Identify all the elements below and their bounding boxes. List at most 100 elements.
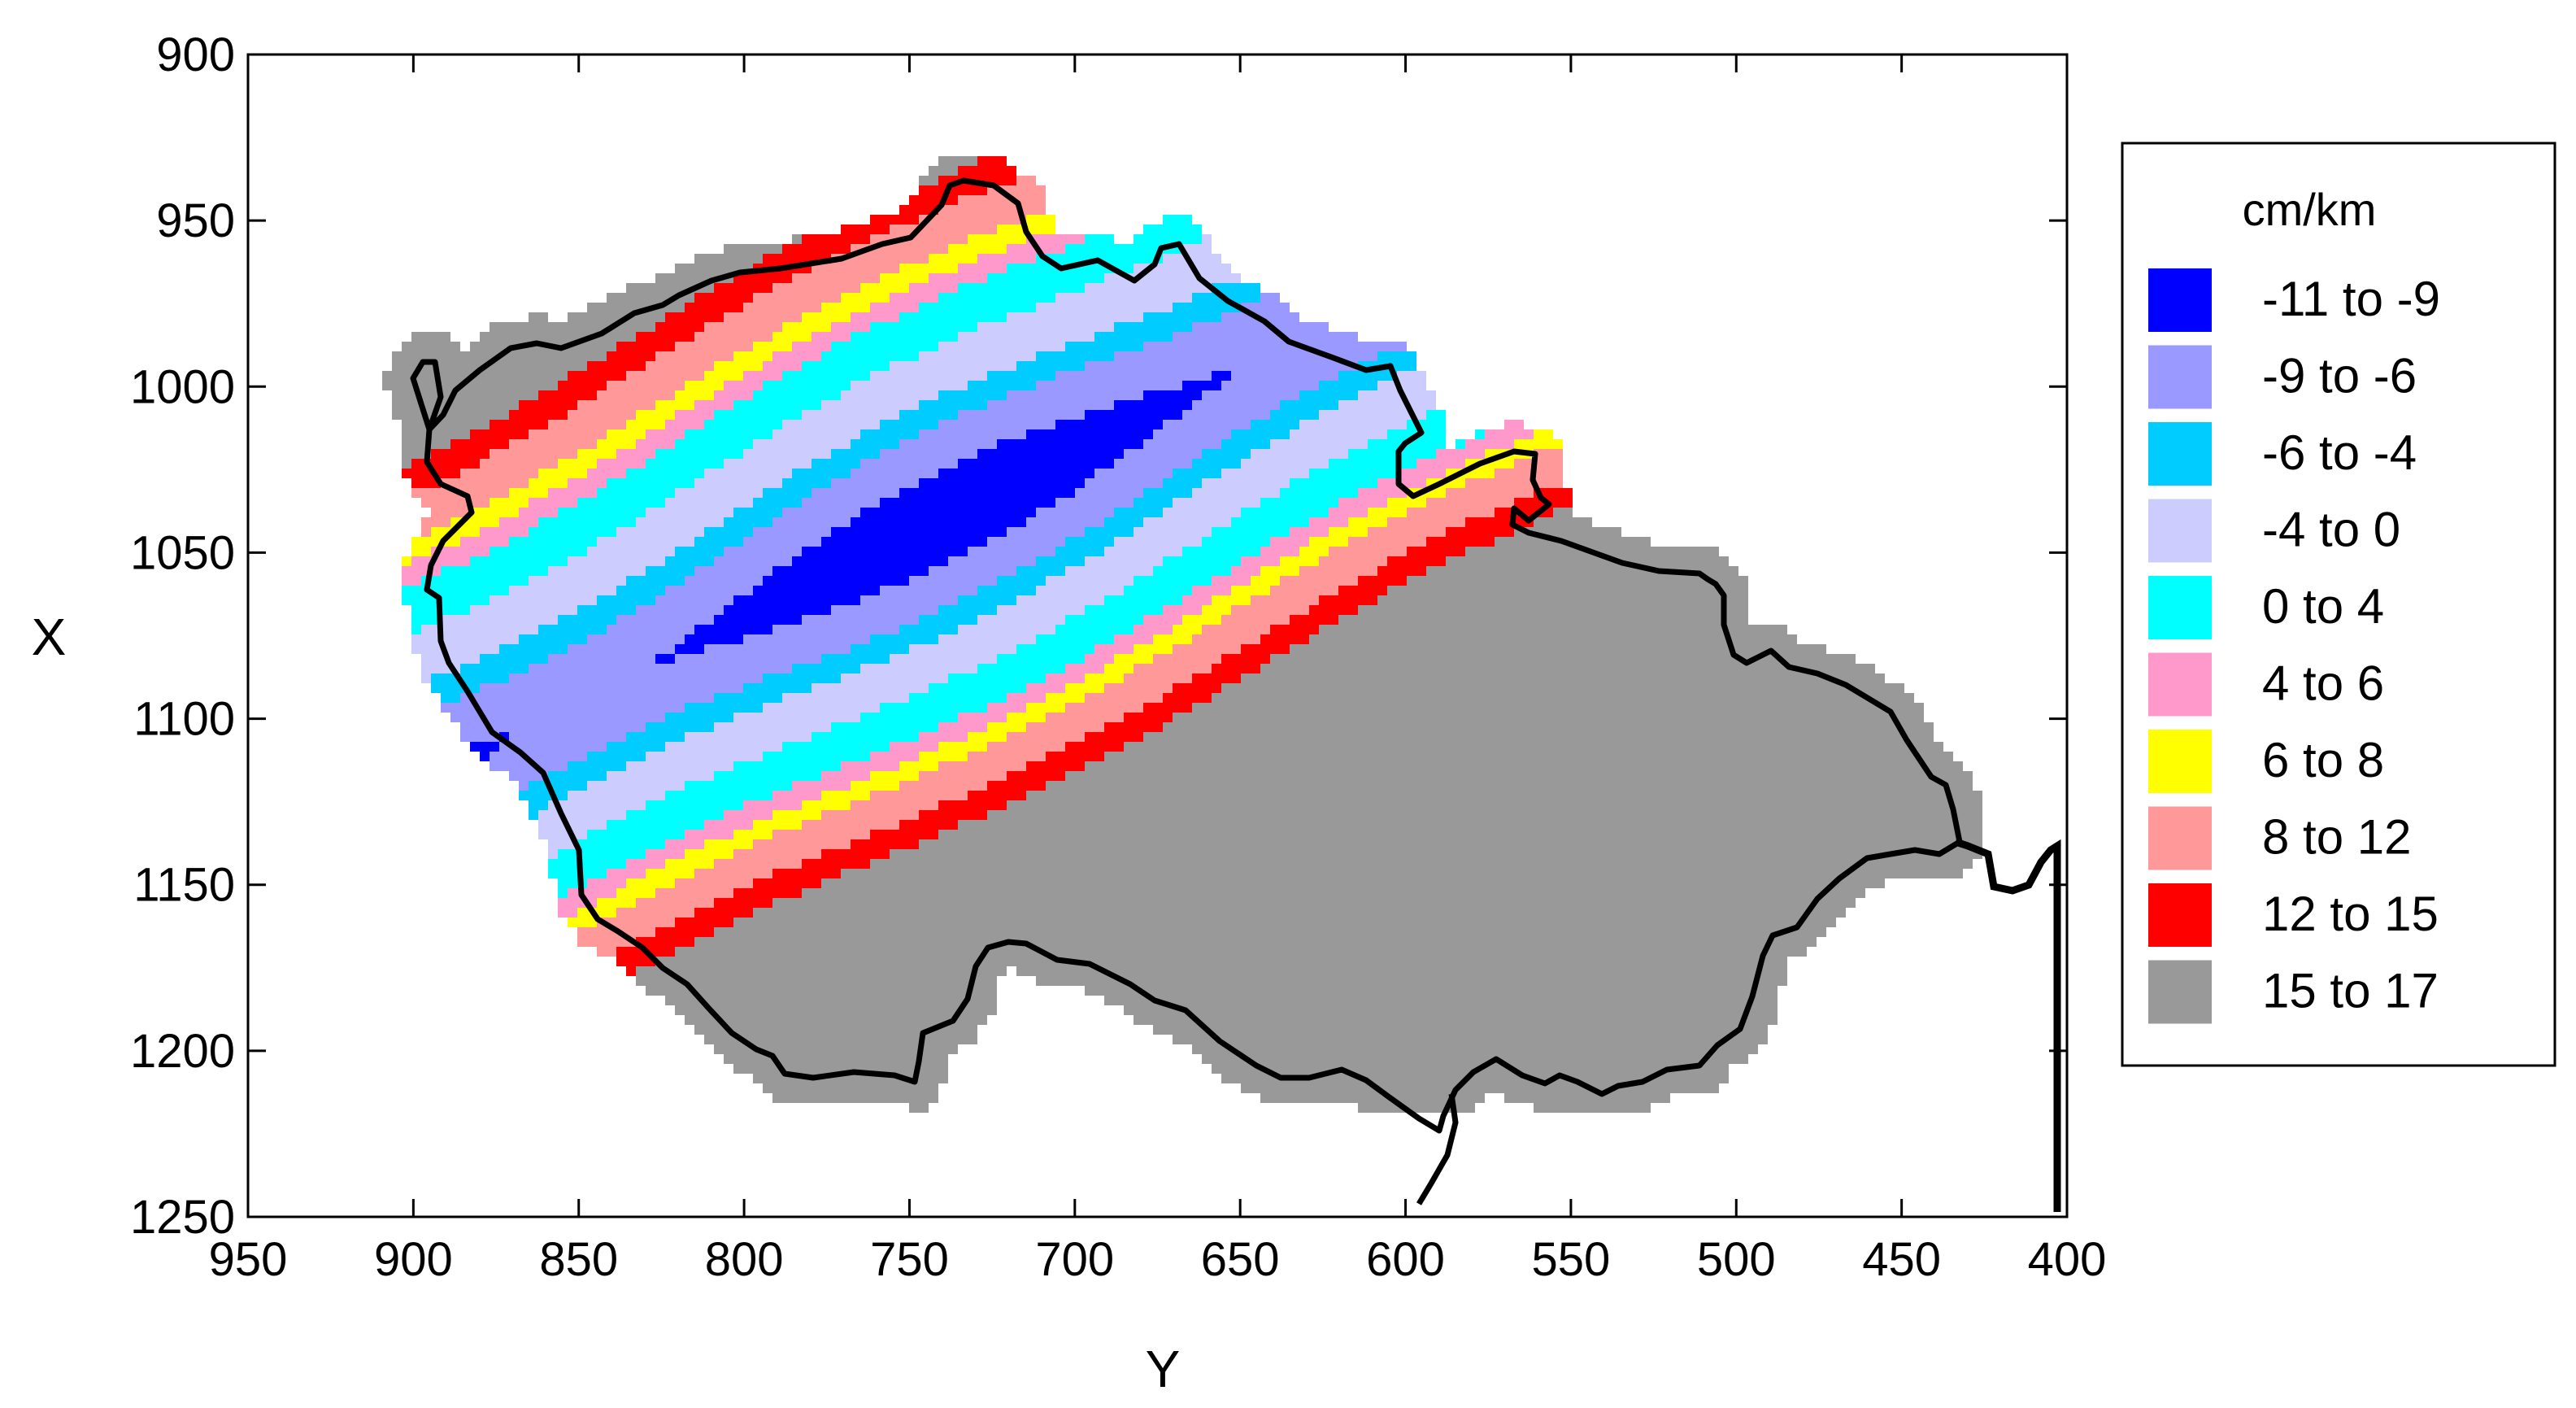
band-cell	[607, 429, 646, 439]
band-cell	[899, 781, 987, 791]
band-cell	[665, 420, 704, 429]
band-cell	[675, 390, 714, 400]
band-cell	[977, 664, 1065, 673]
band-cell	[655, 351, 733, 361]
band-cell	[1173, 1035, 1768, 1044]
band-cell	[733, 713, 860, 722]
band-cell	[1192, 400, 1280, 410]
band-cell	[509, 410, 568, 420]
band-cell	[1426, 410, 1446, 420]
band-cell	[1134, 625, 1173, 634]
band-cell	[1270, 439, 1368, 449]
band-cell	[860, 429, 919, 439]
band-cell	[470, 605, 577, 615]
band-cell	[1163, 420, 1251, 429]
band-cell	[626, 966, 636, 976]
band-cell	[1134, 644, 1173, 654]
band-cell	[1192, 459, 1241, 469]
band-cell	[558, 908, 577, 918]
band-cell	[1114, 400, 1192, 410]
band-cell	[548, 566, 646, 576]
band-cell	[870, 322, 977, 332]
band-cell	[626, 761, 733, 771]
band-cell	[714, 556, 792, 566]
band-cell	[675, 488, 763, 498]
band-cell	[597, 595, 655, 605]
band-cell	[1036, 351, 1114, 361]
band-cell	[714, 771, 821, 781]
band-cell	[929, 566, 1016, 576]
band-cell	[1065, 566, 1153, 576]
band-cell	[1377, 595, 1748, 605]
band-cell	[1192, 488, 1280, 498]
band-cell	[733, 508, 782, 517]
band-cell	[724, 244, 782, 254]
band-cell	[1143, 732, 1934, 742]
band-cell	[548, 488, 597, 498]
border-east-edge	[1954, 838, 2061, 1212]
band-cell	[821, 537, 987, 547]
band-cell	[1134, 234, 1202, 244]
band-cell	[1143, 517, 1231, 527]
band-cell	[490, 595, 597, 605]
band-cell	[441, 566, 548, 576]
band-cell	[450, 713, 665, 722]
band-cell	[753, 878, 821, 888]
band-cell	[675, 644, 704, 654]
band-cell	[1085, 283, 1212, 293]
band-cell	[977, 156, 1007, 166]
band-cell	[665, 859, 714, 869]
band-cell	[685, 576, 763, 586]
band-cell	[1319, 410, 1426, 420]
band-cell	[685, 781, 792, 791]
band-cell	[1104, 683, 1173, 693]
band-cell	[1016, 176, 1036, 185]
band-cell	[646, 508, 733, 517]
band-cell	[636, 898, 714, 908]
band-cell	[821, 303, 870, 312]
band-cell	[802, 820, 899, 830]
band-cell	[1387, 556, 1446, 566]
band-cell	[733, 830, 772, 839]
band-cell	[1358, 488, 1407, 498]
band-cell	[1124, 673, 1192, 683]
band-cell	[899, 761, 938, 771]
x-tick-label: 700	[1035, 1233, 1114, 1286]
band-cell	[802, 312, 851, 322]
band-cell	[411, 625, 421, 634]
band-cell	[1221, 683, 1904, 693]
band-cell	[675, 410, 714, 420]
band-cell	[1202, 1054, 1748, 1064]
band-cell	[499, 644, 568, 654]
band-cell	[1231, 566, 1260, 576]
band-cell	[1055, 498, 1134, 508]
band-cell	[568, 761, 626, 771]
band-cell	[1046, 576, 1134, 586]
band-cell	[450, 439, 509, 449]
band-cell	[1202, 537, 1270, 547]
band-cell	[1007, 390, 1143, 400]
band-cell	[421, 673, 431, 683]
band-cell	[1251, 576, 1280, 586]
band-cell	[1114, 322, 1192, 332]
band-cell	[694, 293, 753, 303]
band-cell	[480, 683, 743, 693]
band-cell	[665, 312, 724, 322]
band-cell	[772, 517, 851, 527]
band-cell	[753, 293, 841, 303]
band-cell	[753, 839, 851, 849]
band-cell	[1231, 429, 1290, 439]
band-cell	[958, 264, 1007, 273]
band-cell	[821, 351, 919, 361]
band-cell	[548, 849, 558, 859]
band-cell	[1153, 429, 1231, 439]
band-cell	[607, 820, 704, 830]
band-cell	[938, 420, 1055, 429]
band-cell	[665, 713, 733, 722]
band-cell	[646, 722, 714, 732]
band-cell	[841, 390, 938, 400]
legend-swatch	[2148, 806, 2212, 870]
band-cell	[938, 293, 1055, 303]
band-cell	[899, 205, 938, 215]
band-cell	[675, 918, 733, 927]
